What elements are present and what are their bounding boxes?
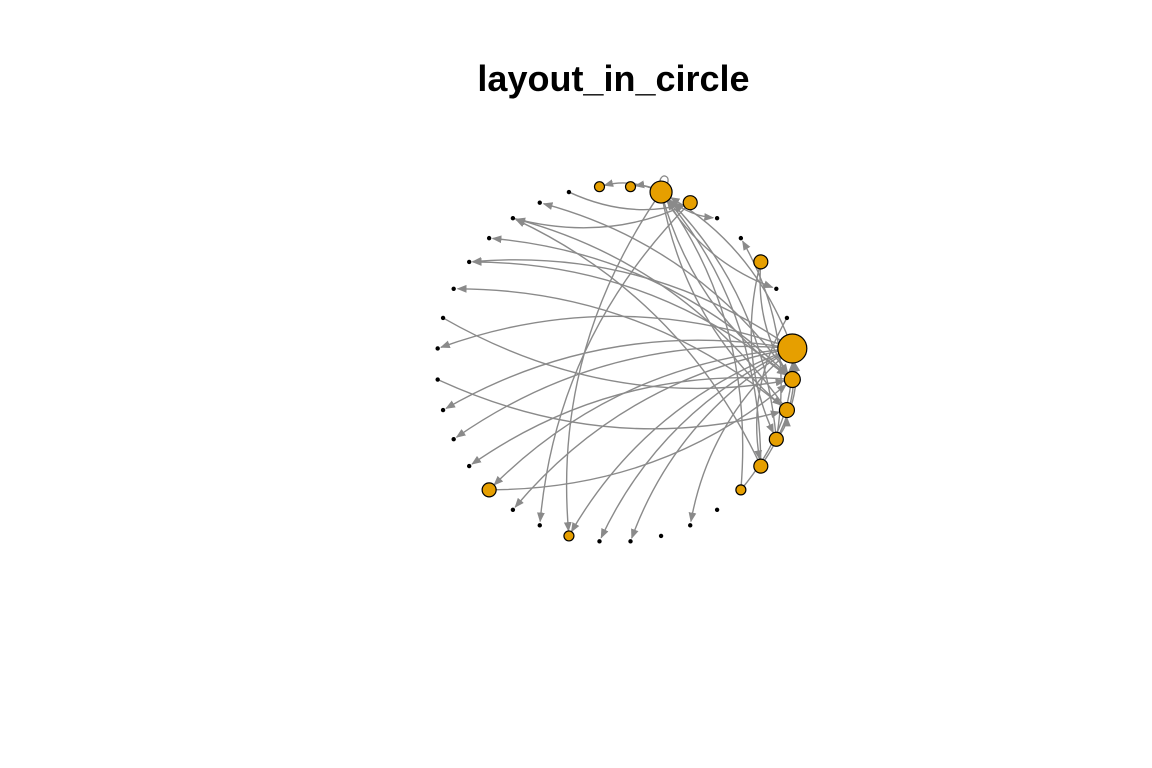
- vertex-12: [537, 523, 542, 528]
- vertex-33: [753, 254, 769, 270]
- vertex-0: [777, 333, 808, 364]
- edge-35-4: [754, 317, 788, 461]
- edge-14-1: [489, 384, 787, 491]
- vertex-28: [624, 181, 637, 193]
- edge-0-13: [514, 347, 793, 508]
- vertex-10: [597, 539, 602, 544]
- vertex-18: [435, 377, 440, 382]
- edge-0-14: [493, 347, 793, 486]
- vertex-15: [466, 463, 472, 469]
- edge-0-10: [600, 347, 793, 539]
- vertex-31: [714, 215, 720, 221]
- edge-layer: [437, 175, 801, 539]
- edge-2-24: [515, 217, 788, 411]
- vertex-5: [735, 484, 747, 496]
- vertex-32: [738, 235, 744, 241]
- plot-title: layout_in_circle: [477, 58, 750, 99]
- edge-3-29: [668, 199, 778, 440]
- edge-33-1: [759, 261, 789, 374]
- vertex-34: [774, 286, 779, 291]
- vertex-1: [783, 370, 801, 389]
- edge-4-29: [667, 199, 762, 467]
- edge-30-12: [537, 202, 691, 523]
- edge-4-24: [515, 219, 762, 467]
- vertex-27: [593, 181, 606, 193]
- vertex-13: [510, 507, 516, 513]
- vertex-6: [714, 507, 720, 513]
- vertex-9: [628, 539, 633, 544]
- vertex-35: [784, 315, 790, 321]
- vertex-14: [481, 482, 497, 498]
- vertex-24: [510, 215, 516, 221]
- vertex-21: [451, 286, 456, 291]
- edge-0-9: [631, 347, 793, 539]
- vertex-19: [435, 346, 440, 351]
- vertex-17: [440, 407, 446, 413]
- vertex-4: [753, 458, 769, 474]
- edge-0-16: [455, 345, 793, 438]
- vertex-8: [658, 533, 664, 539]
- vertex-layer: [435, 180, 808, 544]
- edge-24-30: [512, 204, 685, 229]
- edge-5-29: [666, 200, 744, 490]
- vertex-2: [778, 401, 796, 419]
- vertex-23: [486, 235, 492, 241]
- vertex-3: [768, 431, 784, 447]
- edge-1-25: [542, 202, 793, 380]
- edge-0-11: [570, 347, 793, 533]
- vertex-20: [440, 315, 446, 321]
- edge-0-22: [471, 256, 793, 350]
- vertex-25: [537, 200, 542, 205]
- edge-2-21: [456, 284, 788, 411]
- edge-20-1: [442, 317, 786, 390]
- vertex-22: [466, 259, 472, 265]
- edge-0-19: [440, 315, 793, 350]
- edge-1-22: [471, 258, 793, 381]
- vertex-11: [563, 530, 575, 542]
- vertex-16: [451, 437, 456, 442]
- vertex-26: [566, 189, 572, 195]
- edge-33-3: [750, 261, 775, 434]
- edge-0-29: [669, 196, 793, 349]
- vertex-7: [688, 523, 693, 528]
- vertex-30: [682, 195, 698, 211]
- vertex-29: [649, 180, 673, 204]
